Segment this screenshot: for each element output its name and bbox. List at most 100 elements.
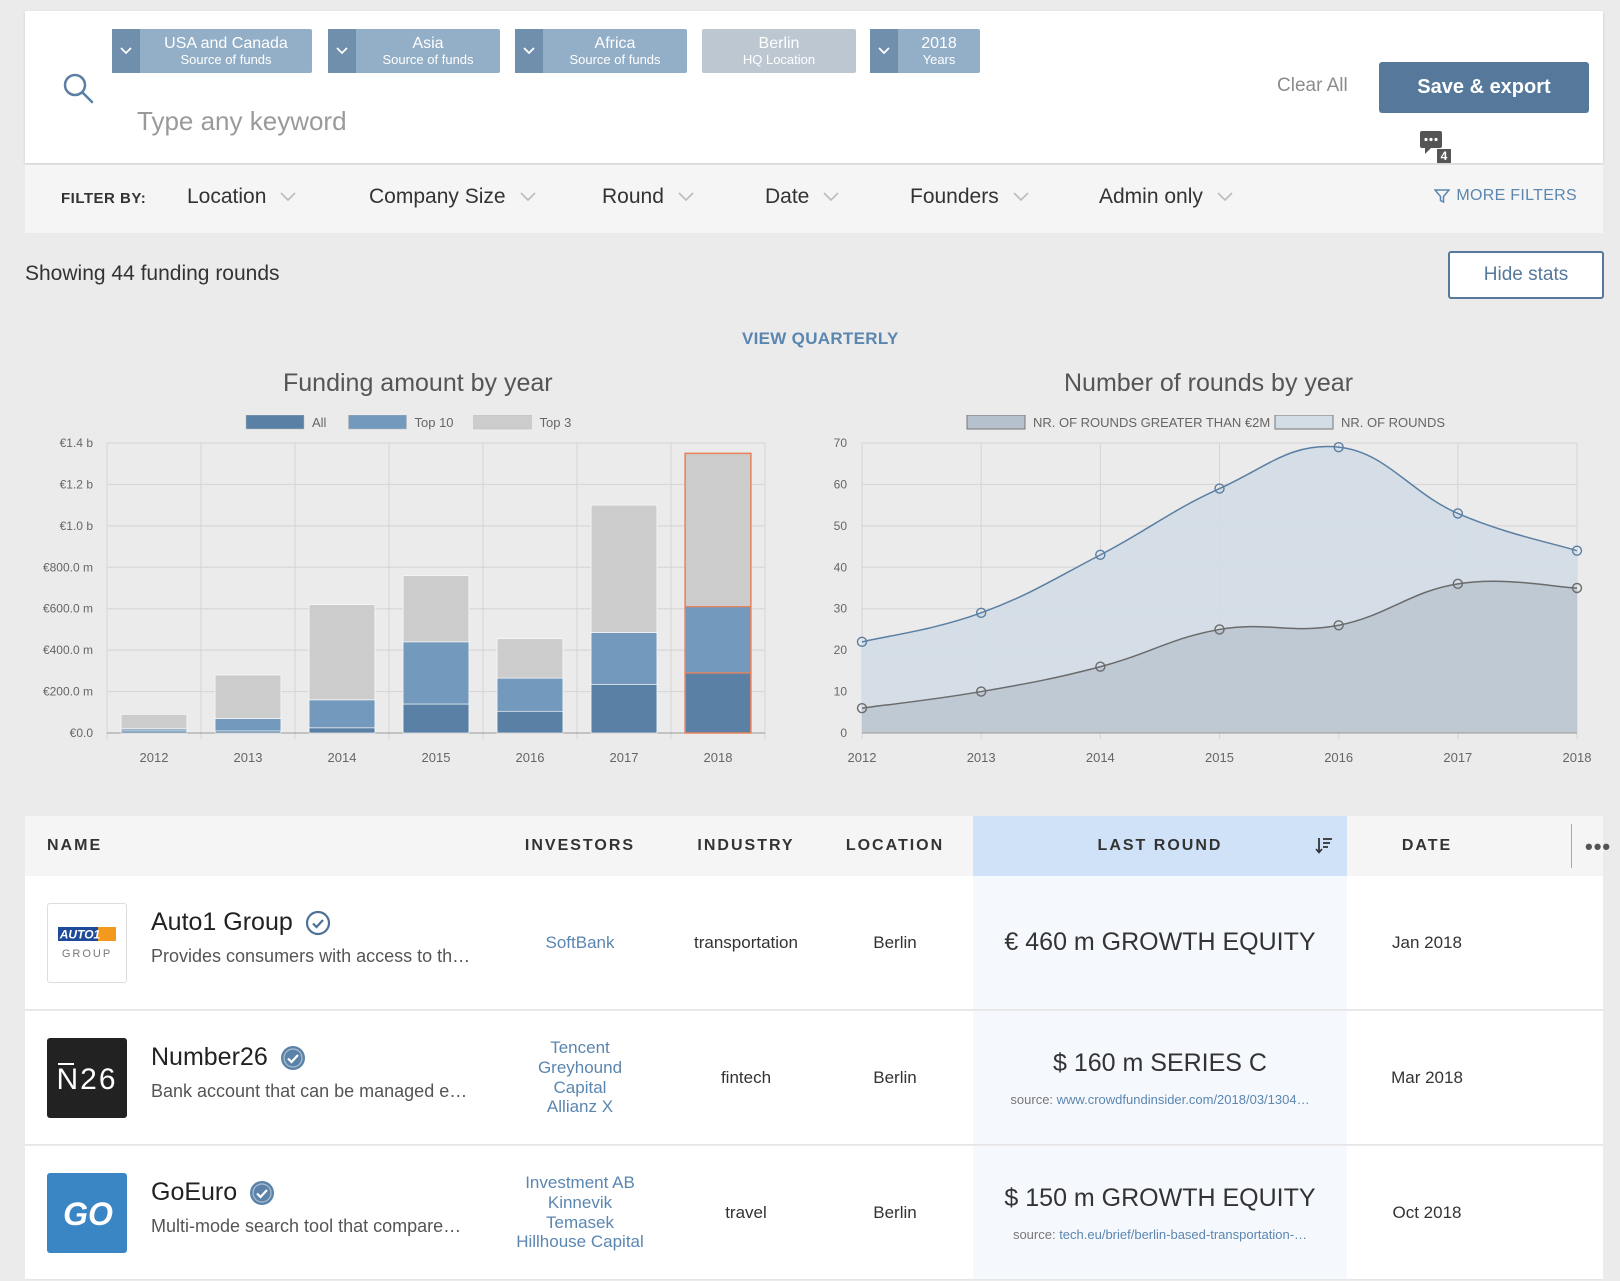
investor-link[interactable]: Capital [553,1077,607,1097]
filter-admin-only[interactable]: Admin only [1099,185,1233,209]
bar-all [684,672,752,734]
industry-cell: fintech [720,1067,772,1087]
company-name[interactable]: Number26 [151,1043,306,1072]
investor-link[interactable]: Temasek [545,1212,615,1232]
data-point [1214,624,1225,635]
data-point [1214,483,1225,494]
chip-subtitle: Source of funds [180,51,272,67]
last-round-value: € 460 m GROWTH EQUITY [1004,928,1316,956]
funding-chart-title: Funding amount by year [283,369,553,397]
chat-icon[interactable]: 4 [1419,130,1453,164]
filter-company-size[interactable]: Company Size [369,185,536,209]
results-count: Showing 44 funding rounds [25,262,280,285]
view-quarterly-link[interactable]: VIEW QUARTERLY [742,329,899,348]
verified-icon [280,1045,305,1070]
save-export-button[interactable]: Save & export [1379,62,1589,113]
y-tick-label: 30 [834,602,848,616]
x-tick-label: 2015 [422,750,451,765]
bar-top-10 [590,632,658,685]
table-row[interactable]: AUTO1 GROUP Auto1 Group Provides consume… [25,876,1603,1010]
chip-usa-canada[interactable]: USA and Canada Source of funds [112,29,312,73]
x-tick-label: 2012 [140,750,169,765]
bar-top-10 [496,677,564,712]
col-last-round[interactable]: LAST ROUND [973,816,1347,876]
company-name[interactable]: Auto1 Group [151,908,331,937]
col-industry[interactable]: INDUSTRY [697,837,795,854]
data-point [1571,545,1583,556]
bar-top-10 [308,699,376,729]
chip-africa[interactable]: Africa Source of funds [515,29,687,73]
chevron-down-icon [1217,192,1233,202]
filter-label: Company Size [369,185,506,208]
data-point [856,636,868,648]
company-name-text: Number26 [151,1043,268,1071]
more-options-icon[interactable]: ••• [1585,834,1612,859]
y-tick-label: 70 [834,436,848,450]
investor-link[interactable]: Investment AB [525,1173,635,1193]
col-date[interactable]: DATE [1401,837,1453,854]
chevron-down-icon[interactable] [112,29,140,73]
search-icon[interactable] [61,71,97,107]
data-point [975,607,987,619]
data-point [1333,441,1344,453]
col-location[interactable]: LOCATION [845,837,945,854]
y-tick-label: €400.0 m [43,643,93,657]
y-tick-label: 50 [834,519,848,533]
chevron-down-icon[interactable] [515,29,543,73]
y-tick-label: €600.0 m [43,602,93,616]
investor-link[interactable]: Greyhound [537,1057,623,1077]
date-cell: Oct 2018 [1392,1202,1462,1222]
filter-founders[interactable]: Founders [910,185,1029,209]
verified-outline-icon [305,910,330,935]
industry-cell: transportation [694,932,798,952]
more-filters-button[interactable]: MORE FILTERS [1434,187,1577,205]
table-row[interactable]: N26 Number26 Bank account that can be ma… [25,1011,1603,1145]
source-label: source: [1010,1091,1057,1107]
company-description: Multi-mode search tool that compare… [151,1216,462,1236]
col-name[interactable]: NAME [47,837,103,854]
filter-date[interactable]: Date [765,185,839,209]
investor-link[interactable]: SoftBank [545,932,615,952]
source-link[interactable]: www.crowdfundinsider.com/2018/03/1304… [1056,1091,1310,1107]
company-name[interactable]: GoEuro [151,1178,275,1207]
keyword-search-input[interactable] [137,101,737,141]
area-fill [862,581,1577,733]
investor-link[interactable]: Allianz X [546,1097,614,1117]
company-logo: N26 [47,1038,127,1118]
chevron-down-icon[interactable] [328,29,356,73]
last-round-value: $ 160 m SERIES C [1053,1048,1267,1077]
sort-desc-icon[interactable] [1315,836,1333,854]
chip-title: 2018 [921,34,957,52]
investor-link[interactable]: Tencent [550,1038,610,1058]
company-logo: AUTO1 GROUP [47,903,127,983]
data-point [1333,620,1344,631]
investor-link[interactable]: Kinnevik [547,1192,613,1212]
bar-top-10 [402,641,470,705]
data-point [1452,508,1464,519]
chip-berlin[interactable]: Berlin HQ Location [702,29,856,73]
chip-asia[interactable]: Asia Source of funds [328,29,500,73]
filter-location[interactable]: Location [187,185,296,209]
bar-all [214,730,282,734]
legend-label: NR. OF ROUNDS [1341,415,1445,430]
col-investors[interactable]: INVESTORS [524,837,636,854]
table-row[interactable]: GO GoEuro Multi-mode search tool that co… [25,1146,1603,1280]
hide-stats-button[interactable]: Hide stats [1448,251,1604,299]
col-last-round-label: LAST ROUND [1097,837,1223,854]
legend-label: Top 10 [415,415,454,430]
filter-round[interactable]: Round [602,185,694,209]
chip-title: USA and Canada [164,34,288,52]
clear-all-button[interactable]: Clear All [1277,75,1348,96]
filter-label: Location [187,185,267,208]
investor-link[interactable]: Hillhouse Capital [516,1232,644,1252]
chevron-down-icon [678,192,694,202]
investors-cell: SoftBank [485,876,675,1009]
source-line: source: www.crowdfundinsider.com/2018/03… [990,1092,1330,1107]
chip-subtitle: HQ Location [742,51,816,67]
chip-2018[interactable]: 2018 Years [870,29,980,73]
source-line: source: tech.eu/brief/berlin-based-trans… [990,1227,1330,1242]
bar-all [590,684,658,734]
source-link[interactable]: tech.eu/brief/berlin-based-transportatio… [1059,1226,1308,1242]
chevron-down-icon[interactable] [870,29,898,73]
y-tick-label: €1.4 b [60,436,94,450]
